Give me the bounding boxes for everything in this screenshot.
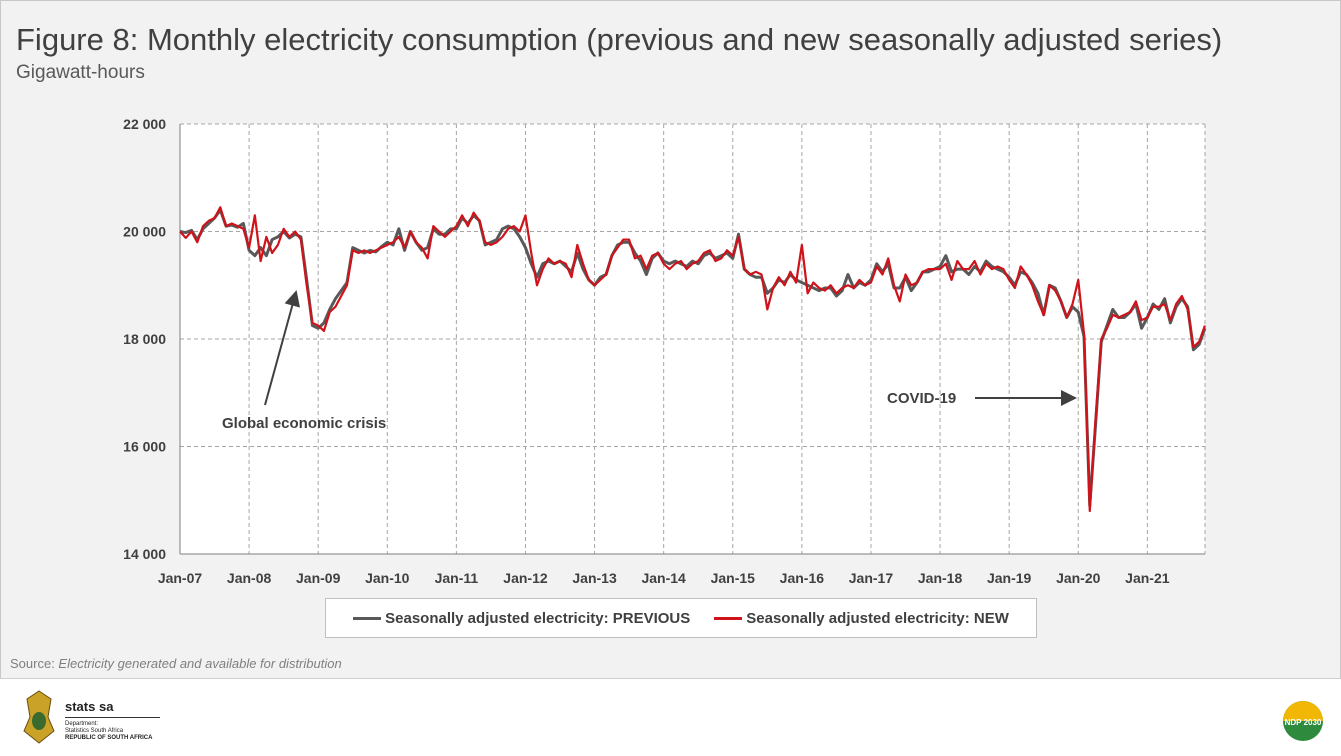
source-label: Source:	[10, 656, 58, 671]
y-tick-label: 20 000	[123, 224, 166, 240]
legend-item-previous: Seasonally adjusted electricity: PREVIOU…	[353, 610, 690, 627]
legend-label-new: Seasonally adjusted electricity: NEW	[746, 610, 1009, 627]
x-tick-label: Jan-21	[1125, 570, 1170, 586]
y-tick-label: 16 000	[123, 439, 166, 455]
x-tick-label: Jan-10	[365, 570, 410, 586]
x-tick-label: Jan-07	[158, 570, 203, 586]
legend-item-new: Seasonally adjusted electricity: NEW	[714, 610, 1009, 627]
x-tick-label: Jan-13	[572, 570, 617, 586]
x-tick-label: Jan-18	[918, 570, 963, 586]
annotation-crisis: Global economic crisis	[222, 415, 386, 432]
x-tick-label: Jan-09	[296, 570, 341, 586]
y-tick-label: 14 000	[123, 546, 166, 562]
legend-swatch-previous	[353, 617, 381, 620]
legend-label-previous: Seasonally adjusted electricity: PREVIOU…	[385, 610, 690, 627]
x-tick-label: Jan-19	[987, 570, 1032, 586]
x-tick-label: Jan-16	[780, 570, 825, 586]
ndp-logo-icon: NDP 2030	[1281, 699, 1325, 743]
x-tick-label: Jan-20	[1056, 570, 1101, 586]
legend: Seasonally adjusted electricity: PREVIOU…	[325, 598, 1037, 638]
x-tick-label: Jan-17	[849, 570, 894, 586]
footer: stats sa Department: Statistics South Af…	[0, 678, 1341, 756]
x-tick-label: Jan-08	[227, 570, 272, 586]
line-chart: 14 000 16 000 18 000 20 000 22 000 Jan-07 Jan-…	[0, 0, 1341, 680]
y-tick-label: 22 000	[123, 116, 166, 132]
x-tick-label: Jan-15	[711, 570, 756, 586]
x-tick-label: Jan-11	[435, 570, 479, 586]
dept-line: Department:	[65, 721, 160, 728]
annotation-covid: COVID-19	[887, 390, 956, 407]
dept-line: REPUBLIC OF SOUTH AFRICA	[65, 735, 160, 742]
x-tick-label: Jan-12	[503, 570, 548, 586]
ndp-logo-text: NDP 2030	[1285, 718, 1322, 727]
source-text: Electricity generated and available for …	[58, 656, 341, 671]
logo-text: stats sa	[65, 699, 160, 718]
x-tick-label: Jan-14	[641, 570, 686, 586]
y-tick-label: 18 000	[123, 331, 166, 347]
legend-swatch-new	[714, 617, 742, 620]
source-note: Source: Electricity generated and availa…	[10, 656, 342, 671]
coat-of-arms-icon	[18, 687, 60, 747]
dept-line: Statistics South Africa	[65, 728, 160, 735]
stats-sa-logo: stats sa Department: Statistics South Af…	[65, 699, 160, 742]
